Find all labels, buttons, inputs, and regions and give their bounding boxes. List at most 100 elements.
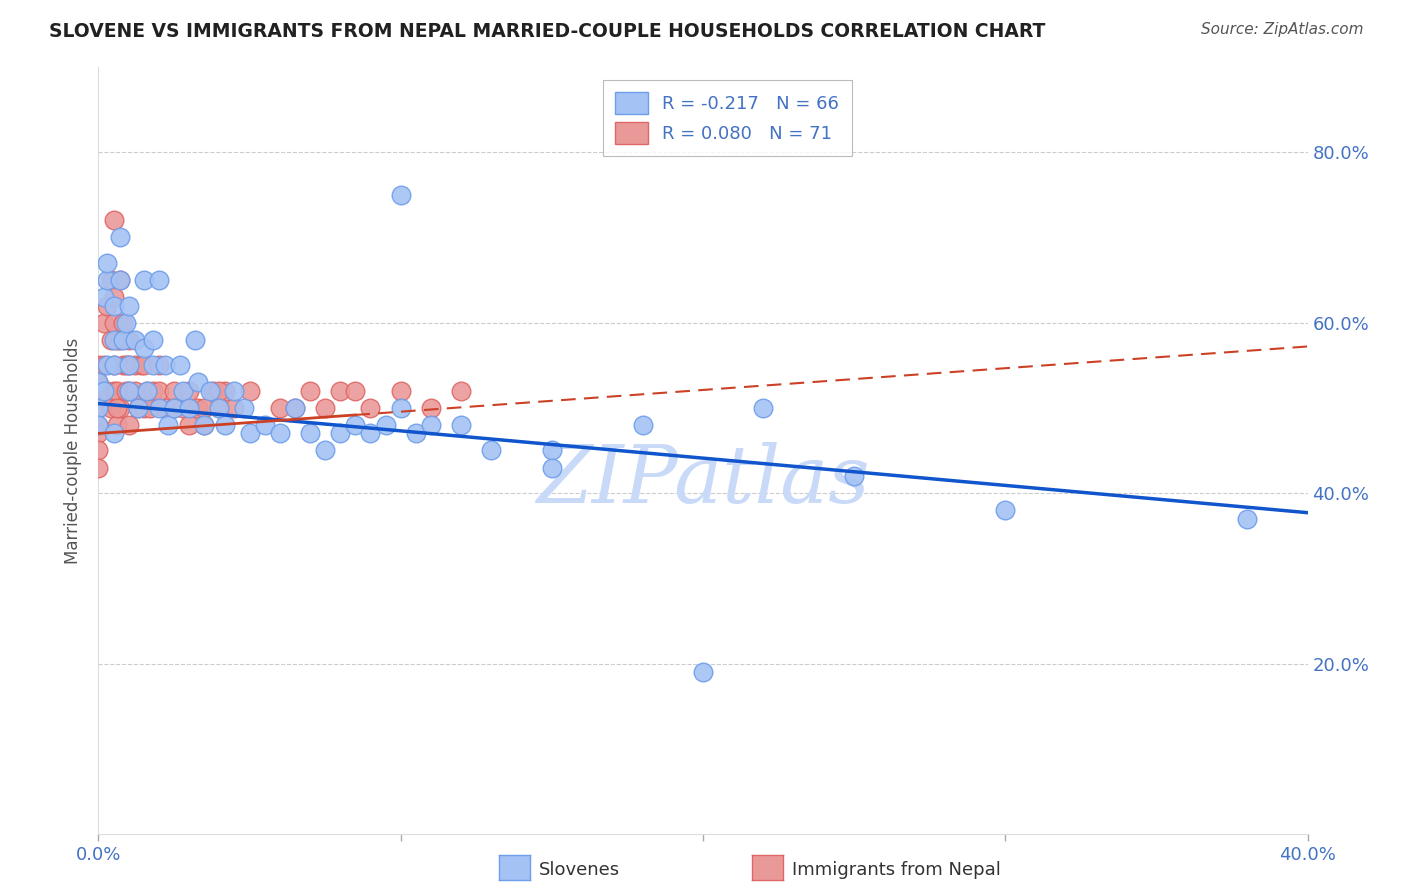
Point <box>172 384 194 398</box>
Point <box>114 384 136 398</box>
Point <box>179 417 201 432</box>
Point <box>239 384 262 398</box>
Point <box>142 384 165 398</box>
Point <box>132 341 155 355</box>
Point <box>108 230 131 244</box>
Text: Immigrants from Nepal: Immigrants from Nepal <box>792 861 1001 879</box>
Point <box>96 273 118 287</box>
Point <box>103 384 125 398</box>
Point <box>1236 511 1258 525</box>
Point <box>105 384 128 398</box>
Point <box>450 417 472 432</box>
Text: SLOVENE VS IMMIGRANTS FROM NEPAL MARRIED-COUPLE HOUSEHOLDS CORRELATION CHART: SLOVENE VS IMMIGRANTS FROM NEPAL MARRIED… <box>49 22 1046 41</box>
Point <box>87 417 110 432</box>
Point <box>100 401 122 415</box>
Point <box>184 333 207 347</box>
Point <box>124 358 146 372</box>
Point <box>153 358 176 372</box>
Point <box>187 401 209 415</box>
Point <box>163 401 186 415</box>
Point <box>193 401 215 415</box>
Point <box>208 384 231 398</box>
Point <box>540 460 562 475</box>
Point <box>87 417 110 432</box>
Point <box>118 384 141 398</box>
Point <box>87 401 110 415</box>
Point <box>93 384 115 398</box>
Point <box>540 443 562 458</box>
Point <box>208 401 231 415</box>
Point <box>103 426 125 441</box>
Point <box>103 358 125 372</box>
Point <box>299 426 322 441</box>
Point <box>344 417 367 432</box>
Point <box>135 384 157 398</box>
Point <box>193 417 215 432</box>
Point <box>224 384 246 398</box>
Point <box>329 384 352 398</box>
Y-axis label: Married-couple Households: Married-couple Households <box>65 337 83 564</box>
Point <box>132 358 155 372</box>
Point <box>87 376 110 390</box>
Point <box>124 333 146 347</box>
Point <box>148 384 170 398</box>
Text: ZIPatlas: ZIPatlas <box>536 442 870 520</box>
Point <box>163 401 186 415</box>
Point <box>232 401 254 415</box>
Point <box>631 417 654 432</box>
Text: Slovenes: Slovenes <box>538 861 620 879</box>
Point <box>87 384 110 398</box>
Point <box>114 316 136 330</box>
Text: Source: ZipAtlas.com: Source: ZipAtlas.com <box>1201 22 1364 37</box>
Point <box>129 358 152 372</box>
Point <box>87 426 110 441</box>
Point <box>108 333 131 347</box>
Point <box>108 273 131 287</box>
Point <box>96 256 118 270</box>
Point <box>148 273 170 287</box>
Point <box>132 401 155 415</box>
Point <box>105 417 128 432</box>
Point <box>118 358 141 372</box>
Point <box>329 426 352 441</box>
Point <box>374 417 396 432</box>
Point <box>142 333 165 347</box>
Point <box>139 401 162 415</box>
Point <box>193 417 215 432</box>
Point <box>118 384 141 398</box>
Point <box>103 333 125 347</box>
Point <box>169 358 191 372</box>
Point <box>405 426 427 441</box>
Point <box>692 665 714 679</box>
Point <box>269 426 291 441</box>
Point <box>87 460 110 475</box>
Point <box>752 401 775 415</box>
Point <box>202 384 225 398</box>
Point <box>87 376 110 390</box>
Point <box>153 401 176 415</box>
Point <box>103 358 125 372</box>
Point <box>93 316 115 330</box>
Point <box>103 290 125 304</box>
Point <box>208 401 231 415</box>
Point <box>360 426 382 441</box>
Point <box>118 299 141 313</box>
Point <box>420 401 443 415</box>
Point <box>299 384 322 398</box>
Point <box>389 401 412 415</box>
Point <box>127 401 149 415</box>
Point <box>314 401 336 415</box>
Point <box>108 401 131 415</box>
Point <box>314 443 336 458</box>
Point <box>87 401 110 415</box>
Point <box>108 273 131 287</box>
Point <box>389 384 412 398</box>
Point <box>103 299 125 313</box>
Point <box>96 299 118 313</box>
Point <box>214 384 236 398</box>
Point <box>135 384 157 398</box>
Point <box>103 213 125 227</box>
Point <box>111 316 134 330</box>
Point <box>111 333 134 347</box>
Point <box>344 384 367 398</box>
